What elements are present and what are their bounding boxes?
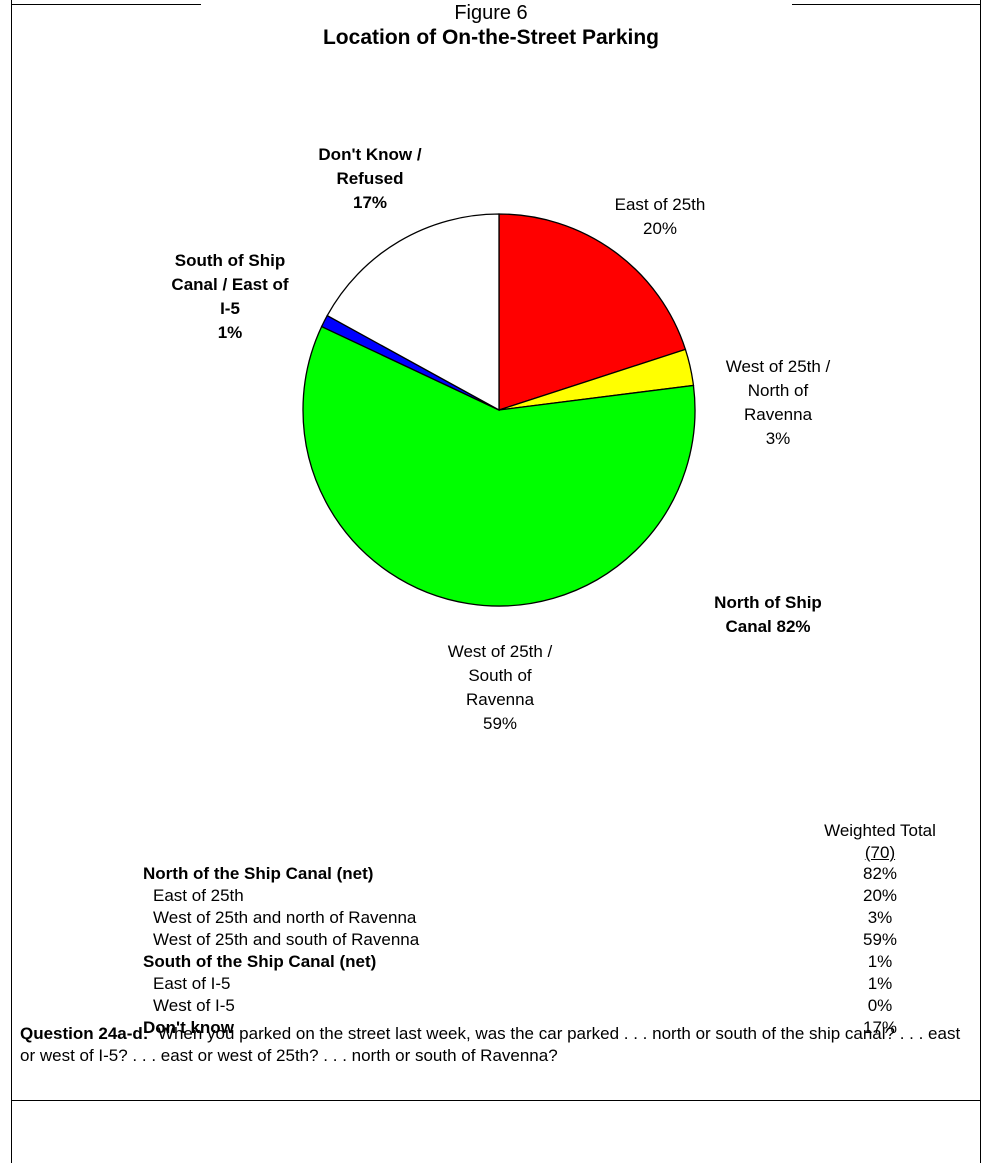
chart-title: Location of On-the-Street Parking: [322, 26, 660, 49]
frame-top-border-right: [792, 4, 981, 5]
slice-label-line: South of: [468, 666, 532, 685]
slice-label-line: Refused: [336, 169, 404, 188]
table-row-value: 17%: [862, 1018, 898, 1037]
table-row-value: 1%: [867, 952, 893, 971]
table-row-label: East of 25th: [153, 886, 244, 905]
frame-bottom-border: [11, 1100, 981, 1101]
slice-label-line: 17%: [352, 193, 388, 212]
group-annotation-line: North of Ship: [714, 593, 822, 612]
figure-label: Figure 6: [454, 2, 528, 24]
slice-label-line: 1%: [217, 323, 243, 342]
slice-label-line: Ravenna: [743, 405, 813, 424]
slice-label-line: West of 25th /: [725, 357, 831, 376]
table-row-value: 1%: [867, 974, 893, 993]
table-row-label: North of the Ship Canal (net): [143, 864, 374, 883]
group-annotation-line: Canal 82%: [725, 617, 811, 636]
slice-label-dont-know: Don't Know / Refused 17%: [270, 143, 470, 215]
table-row-label: East of I-5: [153, 974, 231, 993]
slice-label-line: Ravenna: [465, 690, 535, 709]
slice-label-south-ship-canal: South of Ship Canal / East of I-5 1%: [130, 249, 330, 345]
table-row-value: 59%: [862, 930, 898, 949]
table-row-value: 82%: [862, 864, 898, 883]
slice-label-east-of-25th: East of 25th 20%: [560, 193, 760, 241]
slice-label-line: South of Ship: [174, 251, 286, 270]
table-row-value: 3%: [867, 908, 893, 927]
frame-top-border-left: [11, 4, 201, 5]
slice-label-line: Canal / East of: [171, 275, 289, 294]
slice-label-line: Don't Know /: [318, 145, 422, 164]
table-column-header: Weighted Total: [824, 821, 936, 840]
slice-label-line: 59%: [482, 714, 518, 733]
group-annotation-north-ship-canal: North of Ship Canal 82%: [668, 591, 868, 639]
pie-chart: [302, 213, 696, 607]
pie-slice-west-25th-south-ravenna: [302, 325, 696, 607]
slice-label-line: 20%: [642, 219, 678, 238]
slice-label-line: West of 25th /: [447, 642, 553, 661]
slice-label-line: North of: [747, 381, 809, 400]
table-row-value: 20%: [862, 886, 898, 905]
slice-label-line: 3%: [765, 429, 791, 448]
table-row-label: South of the Ship Canal (net): [143, 952, 377, 971]
pie-slice-dont-know-refused: [326, 213, 500, 412]
frame-left-border: [11, 0, 12, 1163]
slice-label-west-25th-north-ravenna: West of 25th / North of Ravenna 3%: [678, 355, 878, 451]
table-row-label: West of 25th and north of Ravenna: [153, 908, 417, 927]
table-row-label: Don't know: [143, 1018, 234, 1037]
table-row-value: 0%: [867, 996, 893, 1015]
table-row-label: West of 25th and south of Ravenna: [153, 930, 420, 949]
table-sample-size: (70): [864, 843, 896, 862]
frame-right-border: [980, 0, 981, 1163]
question-footnote: Question 24a-d: When you parked on the s…: [20, 1023, 970, 1067]
slice-label-line: East of 25th: [614, 195, 706, 214]
question-label: Question 24a-d:: [20, 1024, 149, 1043]
question-text: When you parked on the street last week,…: [20, 1024, 961, 1065]
slice-label-line: I-5: [220, 299, 240, 318]
pie-slice-east-of-25th: [498, 213, 687, 411]
table-row-label: West of I-5: [153, 996, 235, 1015]
slice-label-west-25th-south-ravenna: West of 25th / South of Ravenna 59%: [400, 640, 600, 736]
